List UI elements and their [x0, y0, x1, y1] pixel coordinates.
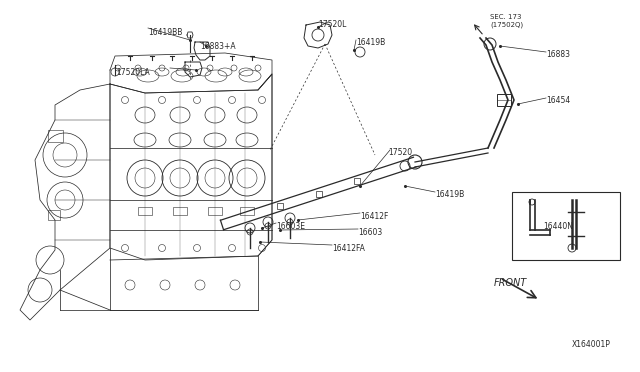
Text: 16419BB: 16419BB: [148, 28, 182, 37]
Text: 16412F: 16412F: [360, 212, 388, 221]
Bar: [48, 130, 63, 142]
Text: 17520LA: 17520LA: [116, 68, 150, 77]
Text: SEC. 173
(17502Q): SEC. 173 (17502Q): [490, 14, 523, 28]
Text: 16883: 16883: [546, 50, 570, 59]
Text: 17520: 17520: [388, 148, 412, 157]
Text: 16603E: 16603E: [276, 222, 305, 231]
Bar: [497, 94, 511, 106]
Bar: [512, 192, 620, 260]
Text: 16412FA: 16412FA: [332, 244, 365, 253]
Bar: [48, 210, 60, 220]
Text: 16454: 16454: [546, 96, 570, 105]
Bar: [354, 178, 360, 184]
Text: 17520L: 17520L: [318, 20, 346, 29]
Text: 16440N: 16440N: [543, 222, 573, 231]
Text: 16419B: 16419B: [435, 190, 464, 199]
Text: X164001P: X164001P: [572, 340, 611, 349]
Text: 16419B: 16419B: [356, 38, 385, 47]
Bar: [208, 207, 222, 215]
Text: 16883+A: 16883+A: [200, 42, 236, 51]
Bar: [277, 203, 283, 209]
Bar: [173, 207, 187, 215]
Bar: [240, 207, 254, 215]
Text: FRONT: FRONT: [494, 278, 527, 288]
Bar: [316, 190, 321, 196]
Bar: [138, 207, 152, 215]
Text: 16603: 16603: [358, 228, 382, 237]
